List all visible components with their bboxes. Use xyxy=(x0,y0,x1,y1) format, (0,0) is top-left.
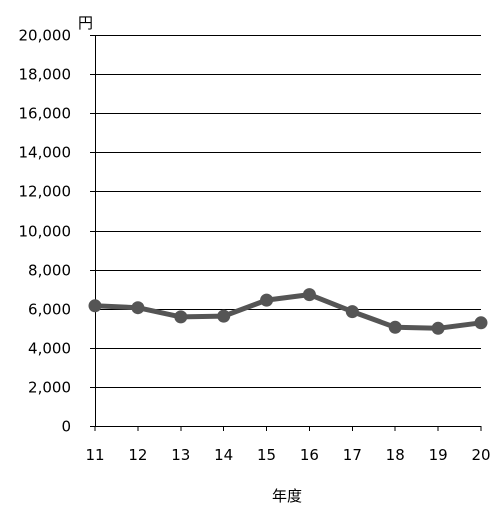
data-point xyxy=(388,320,402,334)
y-tick-label: 2,000 xyxy=(28,379,71,397)
data-point xyxy=(345,305,359,319)
data-point xyxy=(302,288,316,302)
data-point xyxy=(217,309,231,323)
x-tick-label: 12 xyxy=(128,446,147,464)
y-tick-label: 4,000 xyxy=(28,340,71,358)
y-tick-labels: 0 2,000 4,000 6,000 8,000 10,000 12,000 14,000 1… xyxy=(19,27,72,436)
x-tick-label: 18 xyxy=(386,446,405,464)
x-tick-label: 13 xyxy=(171,446,190,464)
x-tick-label: 14 xyxy=(214,446,233,464)
y-axis-unit-label: 円 xyxy=(78,14,93,32)
x-tick-label: 17 xyxy=(343,446,362,464)
x-axis-title: 年度 xyxy=(272,487,302,505)
y-tick-label: 8,000 xyxy=(28,262,71,280)
y-tick-label: 0 xyxy=(61,418,71,436)
x-tick-labels: 11 12 13 14 15 16 17 18 19 20 xyxy=(85,446,490,464)
series-markers xyxy=(88,288,488,335)
series-line xyxy=(92,292,484,331)
data-point xyxy=(131,301,145,315)
y-tick-label: 10,000 xyxy=(19,223,72,241)
x-tick-label: 11 xyxy=(85,446,104,464)
y-tick-label: 6,000 xyxy=(28,301,71,319)
data-point xyxy=(174,310,188,324)
y-tick-label: 16,000 xyxy=(19,105,72,123)
y-tick-label: 12,000 xyxy=(19,183,72,201)
axes xyxy=(90,35,482,431)
y-tick-label: 18,000 xyxy=(19,66,72,84)
y-tick-label: 14,000 xyxy=(19,144,72,162)
x-tick-label: 20 xyxy=(471,446,490,464)
x-tick-label: 19 xyxy=(429,446,448,464)
data-point xyxy=(474,316,488,330)
x-tick-label: 15 xyxy=(257,446,276,464)
gridlines xyxy=(95,35,481,388)
y-tick-label: 20,000 xyxy=(19,27,72,45)
data-point xyxy=(88,299,102,313)
series-line-layer xyxy=(92,292,484,331)
x-tick-label: 16 xyxy=(300,446,319,464)
data-point xyxy=(260,293,274,307)
data-point xyxy=(431,321,445,335)
